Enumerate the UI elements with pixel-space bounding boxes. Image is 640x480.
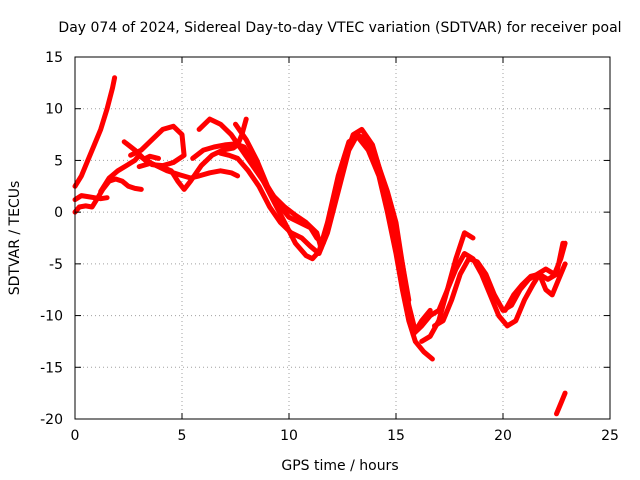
series-track-3 [72, 193, 110, 203]
x-axis-title: GPS time / hours [281, 458, 398, 474]
series-group [72, 75, 568, 417]
y-tick-label: 10 [45, 102, 63, 118]
series-track-13 [419, 230, 476, 344]
grid [75, 57, 610, 419]
series-track-1 [72, 75, 118, 189]
chart-title: Day 074 of 2024, Sidereal Day-to-day VTE… [58, 20, 621, 36]
x-tick-label: 20 [494, 428, 512, 444]
y-tick-label: 0 [54, 205, 63, 221]
y-tick-label: 15 [45, 50, 63, 66]
series-track-11 [233, 121, 412, 303]
series-track-16 [554, 390, 568, 417]
x-tick-label: 10 [280, 428, 298, 444]
axis-ticks: 0 5 10 15 20 25 -20 -15 -10 -5 0 5 10 15 [40, 50, 619, 444]
y-axis-title: SDTVAR / TECUs [7, 181, 23, 296]
x-tick-label: 5 [178, 428, 187, 444]
y-tick-label: -5 [49, 257, 63, 273]
y-tick-label: 5 [54, 153, 63, 169]
y-tick-label: -15 [40, 360, 63, 376]
x-tick-label: 15 [387, 428, 405, 444]
y-tick-label: -10 [40, 309, 63, 325]
series-track-6 [128, 123, 187, 169]
x-tick-label: 25 [601, 428, 619, 444]
plot-frame [74, 56, 611, 420]
series-track-15 [502, 240, 566, 313]
x-tick-label: 0 [71, 428, 80, 444]
y-tick-label: -20 [40, 412, 63, 428]
